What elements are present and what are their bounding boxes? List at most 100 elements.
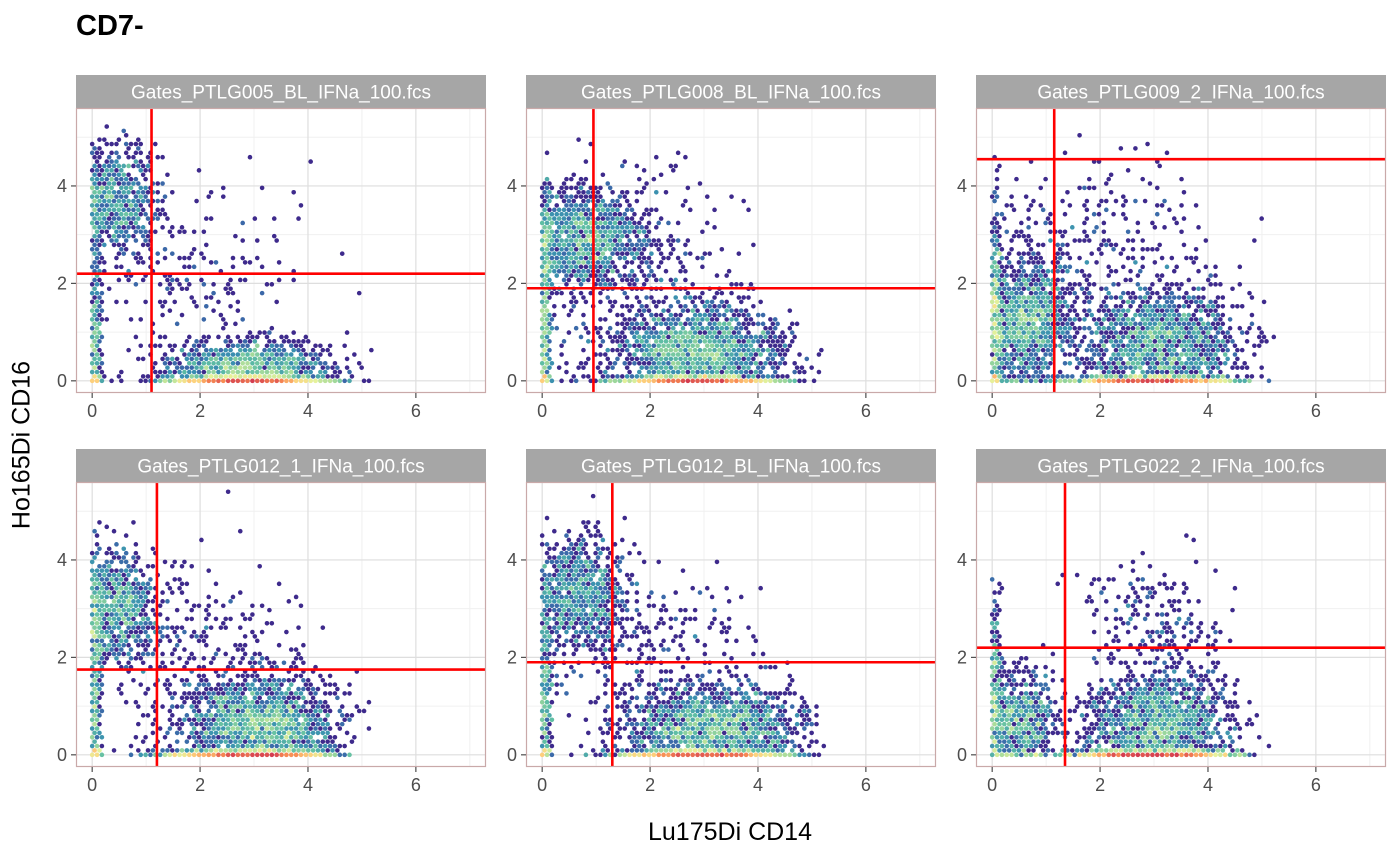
hex-bin [203,374,209,379]
hex-bin [1120,194,1126,199]
hex-bin [136,599,141,604]
hex-bin [1196,339,1201,344]
hex-bin [1147,312,1153,318]
hex-bin [1208,360,1213,366]
hex-bin [1198,369,1204,375]
hex-bin [588,594,594,600]
hex-bin [649,356,654,362]
hex-bin [1021,312,1027,318]
hex-bin [1271,334,1277,340]
hexbin-layer [89,489,372,758]
hex-bin [213,581,219,587]
hex-bin [203,730,209,736]
hex-bin [547,295,552,300]
hex-bin [254,352,260,357]
hex-bin [603,282,608,287]
hex-bin [707,347,712,353]
hex-bin [225,717,231,723]
hex-bin [1004,299,1010,305]
hex-bin [539,325,545,331]
hex-bin [1067,308,1073,313]
hex-bin [1186,365,1192,370]
hex-bin [690,369,695,375]
hex-bin [220,603,226,609]
hex-bin [102,599,107,604]
hex-bin [1176,295,1182,300]
hex-bin [1028,273,1034,278]
hex-bin [114,577,119,582]
hex-bin [191,352,197,357]
hex-bin [1162,295,1167,300]
hex-bin [1130,378,1136,384]
hex-bin [1118,146,1124,151]
hex-bin [186,656,192,661]
hex-bin [641,343,647,349]
hex-bin [775,339,780,344]
hex-bin [586,572,591,578]
hex-bin [578,568,584,573]
hex-bin [717,374,722,379]
hex-bin [632,211,637,217]
hex-bin [539,299,545,305]
hex-bin [780,330,785,335]
hex-bin [581,216,586,221]
hex-bin [683,356,688,362]
hex-bin [709,325,715,331]
hex-bin [646,273,652,278]
hex-bin [1259,216,1264,221]
hex-bin [1125,343,1131,349]
hex-bin [1193,246,1199,252]
hex-bin [1125,317,1131,322]
hex-bin [1157,374,1162,379]
hex-bin [177,577,182,582]
hex-bin [97,312,102,318]
hex-bin [1150,334,1155,340]
hex-bin [1016,286,1022,292]
hex-bin [712,330,717,335]
hex-bin [1043,352,1048,357]
hex-bin [1227,334,1233,340]
hex-bin [1130,360,1136,366]
hex-bin [230,255,236,261]
hex-bin [581,625,586,630]
hex-bin [99,317,105,322]
hex-bin [989,255,995,261]
hex-bin [102,581,107,587]
hex-bin [213,260,219,265]
hex-bin [1130,334,1136,340]
hex-bin [1167,356,1172,362]
hex-bin [116,154,122,160]
hex-bin [734,343,739,349]
hex-bin [999,264,1005,270]
hex-bin [313,752,318,758]
facet-strip-label: Gates_PTLG012_BL_IFNa_100.fcs [581,457,881,478]
hex-bin [1235,303,1240,309]
hex-bin [330,374,335,379]
hex-bin [1142,347,1148,353]
hex-bin [566,537,572,543]
hex-bin [242,277,248,283]
hex-bin [564,369,569,375]
hex-bin [106,625,112,630]
hex-bin [133,656,139,661]
hex-bin [153,211,158,217]
hex-bin [174,634,180,639]
hex-bin [1111,282,1116,287]
hex-bin [303,717,309,723]
hex-bin [992,189,997,195]
hex-bin [1142,321,1148,327]
hex-bin [320,677,326,683]
hex-bin [612,334,618,340]
hex-bin [308,699,313,705]
hex-bin [1135,378,1141,384]
hex-bin [588,533,594,538]
hex-bin [259,185,265,191]
hex-bin [296,686,301,692]
hex-bin [544,334,550,340]
hex-bin [359,365,364,370]
hex-bin [644,347,649,353]
hex-bin [646,369,652,375]
hex-bin [736,347,742,353]
hex-bin [661,334,666,340]
